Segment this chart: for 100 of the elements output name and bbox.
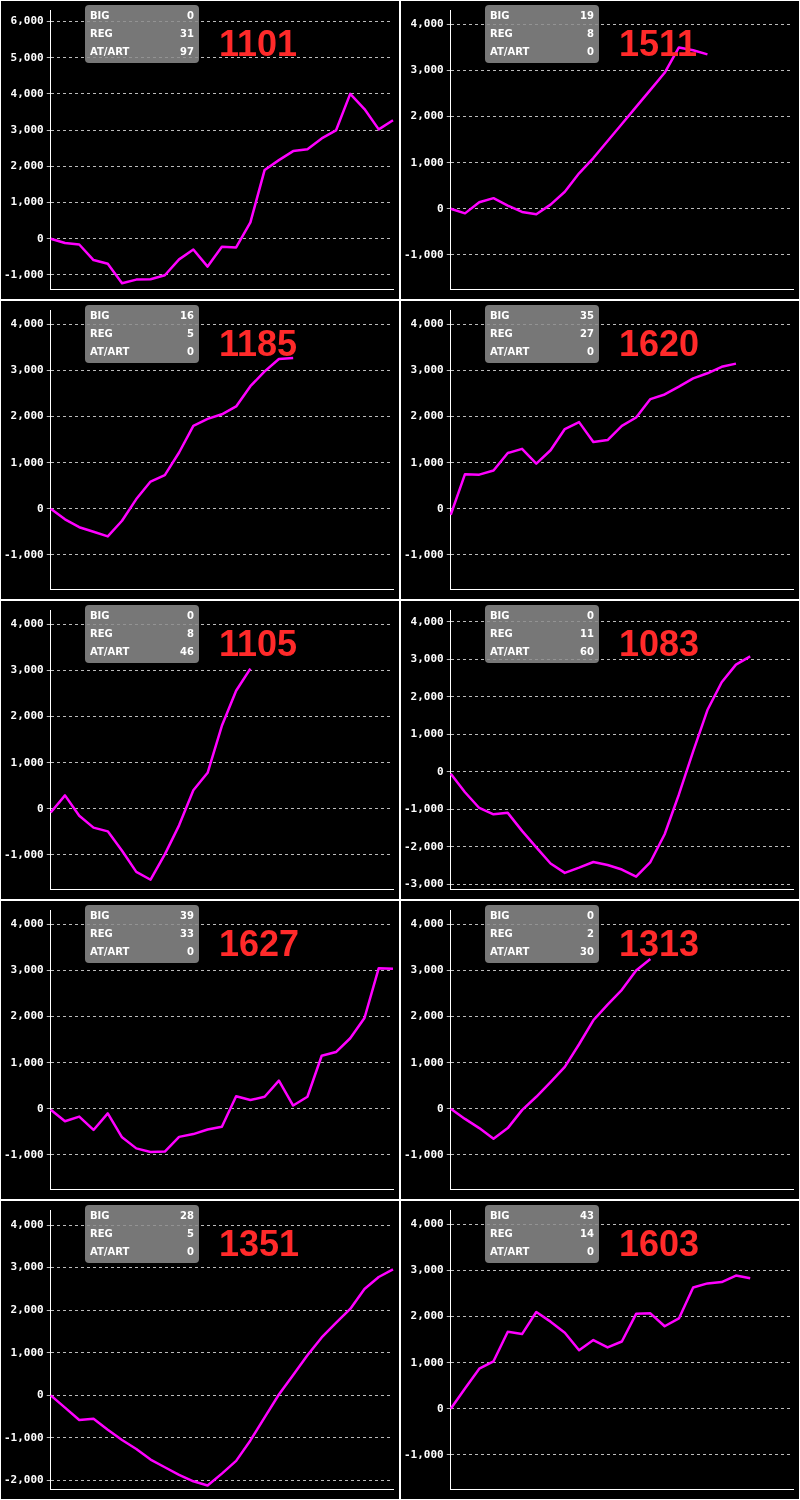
y-tick-label: 4,000 <box>410 317 444 331</box>
annotation: 46 <box>180 645 194 659</box>
annotation: AT/ART <box>90 1245 130 1259</box>
y-tick-label: 0 <box>437 501 444 515</box>
y-tick-label: 2,000 <box>10 1009 44 1023</box>
annotation: BIG <box>490 1209 510 1223</box>
annotation: AT/ART <box>90 45 130 59</box>
y-tick-label: 1,000 <box>410 455 444 469</box>
y-tick-label: 0 <box>437 1101 444 1115</box>
annotation: 97 <box>180 45 194 59</box>
annotation: BIG <box>490 909 510 923</box>
annotation: AT/ART <box>90 945 130 959</box>
annotation: 33 <box>180 927 194 941</box>
y-tick-label: 1,000 <box>410 1355 444 1369</box>
y-tick-label: 1,000 <box>410 155 444 169</box>
y-tick-label: -1,000 <box>403 1147 444 1161</box>
annotation: 0 <box>187 945 194 959</box>
y-tick-label: 1,000 <box>10 1345 44 1359</box>
y-tick-label: 3,000 <box>10 1260 44 1274</box>
annotation: BIG <box>90 309 110 323</box>
annotation: 0 <box>187 345 194 359</box>
annotation: BIG <box>490 609 510 623</box>
y-tick-label: 0 <box>37 801 44 815</box>
y-tick-label: 0 <box>437 764 444 778</box>
annotation: REG <box>490 927 513 941</box>
y-tick-label: 3,000 <box>410 963 444 977</box>
y-tick-label: 5,000 <box>10 50 44 64</box>
y-tick-label: 2,000 <box>410 409 444 423</box>
annotation: AT/ART <box>490 45 530 59</box>
annotation: REG <box>490 627 513 641</box>
chart-title: 1185 <box>219 323 298 365</box>
y-tick-label: -2,000 <box>403 839 444 853</box>
y-tick-label: 3,000 <box>410 652 444 666</box>
annotation: REG <box>90 927 113 941</box>
annotation: 0 <box>587 1245 594 1259</box>
annotation: BIG <box>90 909 110 923</box>
y-tick-label: -1,000 <box>3 267 44 281</box>
y-tick-label: 3,000 <box>10 963 44 977</box>
annotation: 35 <box>580 309 594 323</box>
annotation: 5 <box>187 327 194 341</box>
annotation: 30 <box>580 945 594 959</box>
annotation: 5 <box>187 1227 194 1241</box>
annotation: 28 <box>180 1209 194 1223</box>
annotation: 39 <box>180 909 194 923</box>
annotation: AT/ART <box>490 345 530 359</box>
y-tick-label: -1,000 <box>403 1447 444 1461</box>
y-tick-label: 0 <box>437 1401 444 1415</box>
y-tick-label: -1,000 <box>3 1430 44 1444</box>
y-tick-label: 0 <box>37 231 44 245</box>
chart-title: 1313 <box>619 923 700 965</box>
y-tick-label: 0 <box>37 1388 44 1402</box>
chart-title: 1620 <box>619 323 700 365</box>
chart-title: 1083 <box>619 623 700 665</box>
annotation: 0 <box>587 609 594 623</box>
annotation: BIG <box>90 1209 110 1223</box>
y-tick-label: 4,000 <box>410 614 444 628</box>
y-tick-label: -1,000 <box>3 547 44 561</box>
y-tick-label: 4,000 <box>10 917 44 931</box>
y-tick-label: 4,000 <box>10 317 44 331</box>
y-tick-label: 1,000 <box>10 755 44 769</box>
annotation: 0 <box>187 609 194 623</box>
y-tick-label: 1,000 <box>410 727 444 741</box>
chart-title: 1105 <box>219 623 298 665</box>
y-tick-label: 2,000 <box>410 109 444 123</box>
chart-title: 1101 <box>219 23 298 65</box>
y-tick-label: 0 <box>437 201 444 215</box>
y-tick-label: 2,000 <box>410 1009 444 1023</box>
chart-title: 1351 <box>219 1223 300 1265</box>
y-tick-label: -2,000 <box>3 1473 44 1487</box>
chart-title: 1603 <box>619 1223 700 1265</box>
annotation: BIG <box>90 9 110 23</box>
y-tick-label: 3,000 <box>10 122 44 136</box>
annotation: 8 <box>587 27 594 41</box>
annotation: REG <box>90 627 113 641</box>
y-tick-label: 2,000 <box>10 409 44 423</box>
y-tick-label: 2,000 <box>10 709 44 723</box>
y-tick-label: 0 <box>37 501 44 515</box>
annotation: 0 <box>187 9 194 23</box>
annotation: BIG <box>490 309 510 323</box>
annotation: 31 <box>180 27 194 41</box>
y-tick-label: 4,000 <box>10 86 44 100</box>
annotation: AT/ART <box>490 645 530 659</box>
annotation: 27 <box>580 327 594 341</box>
y-tick-label: 3,000 <box>10 363 44 377</box>
annotation: REG <box>490 27 513 41</box>
annotation: AT/ART <box>90 345 130 359</box>
annotation: AT/ART <box>490 945 530 959</box>
annotation: 11 <box>580 627 594 641</box>
annotation: 16 <box>180 309 194 323</box>
y-tick-label: -1,000 <box>3 1147 44 1161</box>
y-tick-label: 2,000 <box>10 159 44 173</box>
annotation: AT/ART <box>490 1245 530 1259</box>
annotation: REG <box>90 27 113 41</box>
annotation: 60 <box>580 645 594 659</box>
y-tick-label: 6,000 <box>10 14 44 28</box>
y-tick-label: -1,000 <box>3 847 44 861</box>
y-tick-label: -1,000 <box>403 547 444 561</box>
y-tick-label: 3,000 <box>10 663 44 677</box>
y-tick-label: 4,000 <box>410 17 444 31</box>
annotation: REG <box>490 1227 513 1241</box>
